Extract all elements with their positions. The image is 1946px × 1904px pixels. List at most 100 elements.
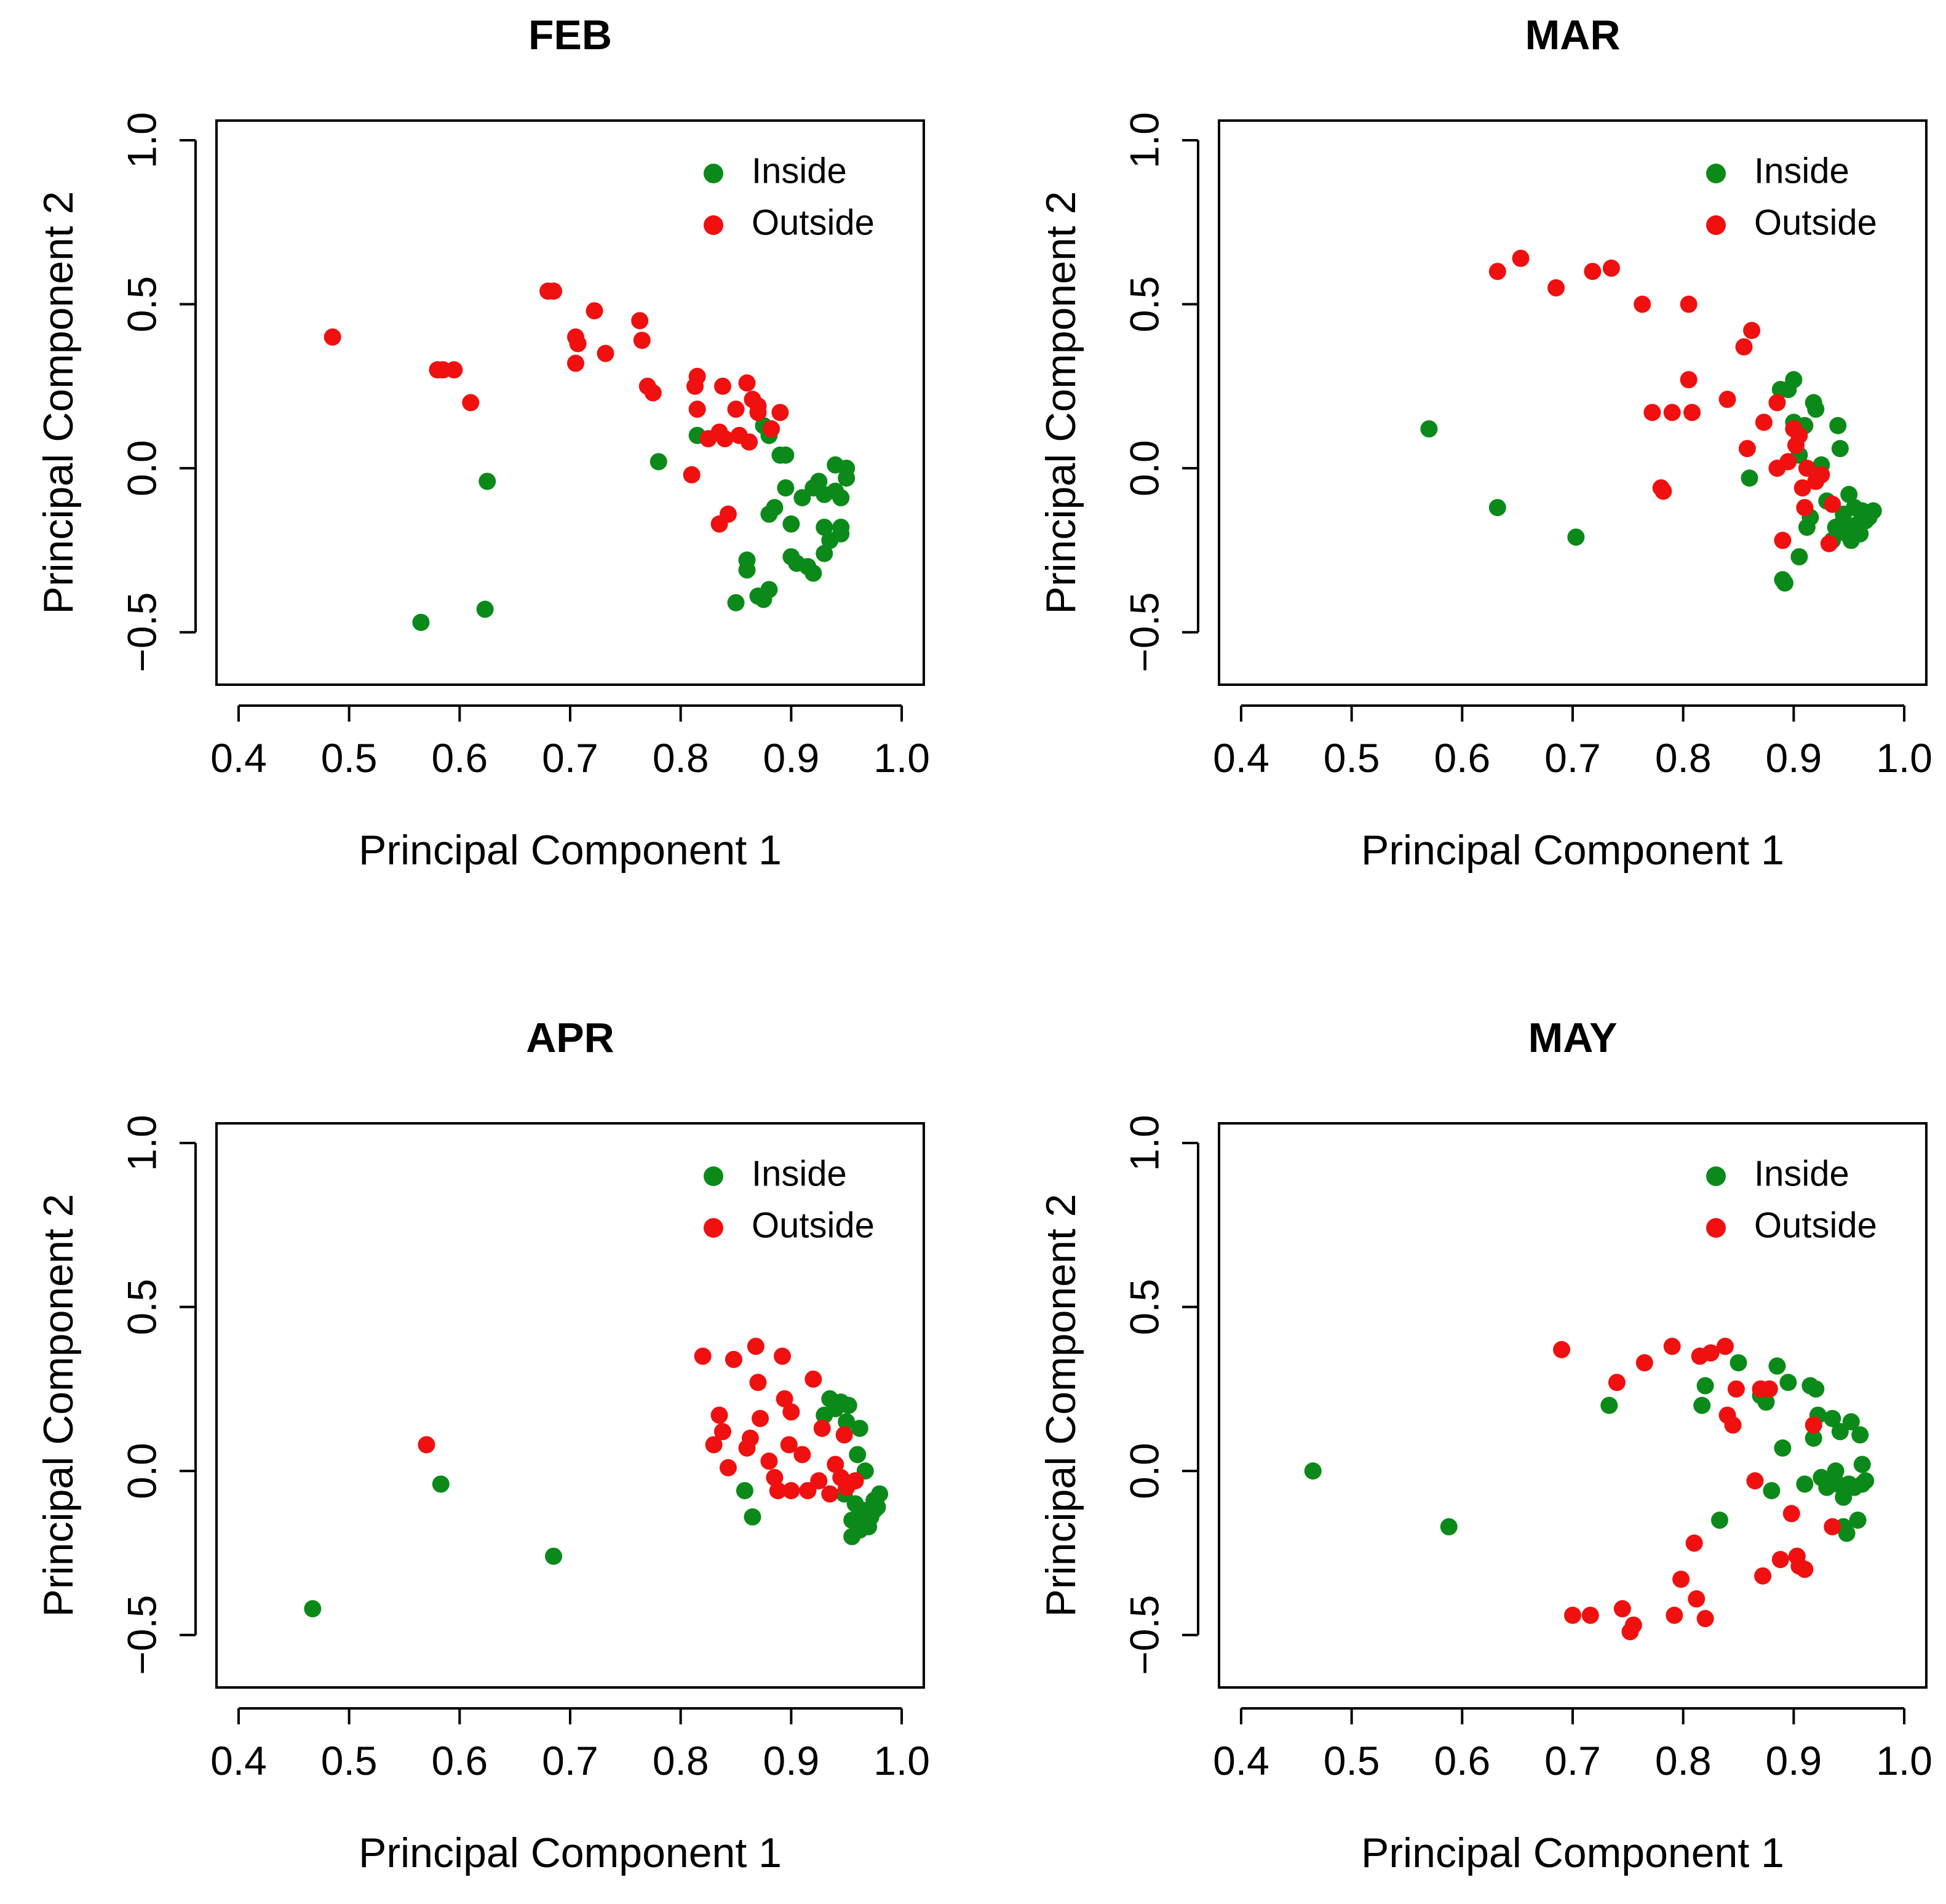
- data-point-outside: [1718, 391, 1736, 408]
- data-point-outside: [1683, 404, 1701, 421]
- data-point-outside: [741, 433, 758, 451]
- y-tick-label: 0.0: [1121, 440, 1167, 496]
- x-tick-label: 0.8: [653, 1738, 709, 1783]
- data-point-inside: [1440, 1518, 1458, 1536]
- data-point-inside: [1696, 1377, 1714, 1395]
- data-point-outside: [1654, 482, 1672, 500]
- panel-feb: FEB 0.4 0.5 0.6 0.7 0.8 0.9 1.0 Principal Compon…: [35, 12, 930, 874]
- legend-label-outside: Outside: [752, 1205, 875, 1245]
- data-point-inside: [1840, 485, 1858, 503]
- data-point-outside: [719, 505, 737, 523]
- data-point-outside: [782, 1403, 800, 1421]
- data-point-inside: [412, 613, 430, 631]
- data-point-inside: [1857, 1472, 1875, 1490]
- data-point-outside: [763, 420, 780, 438]
- y-tick-label: 0.0: [119, 440, 164, 496]
- plot-frame: [1218, 1122, 1928, 1689]
- data-point-outside: [1680, 371, 1698, 389]
- data-point-outside: [710, 1406, 728, 1424]
- data-point-outside: [760, 1452, 778, 1470]
- data-point-outside: [752, 1409, 769, 1427]
- data-point-outside: [1774, 532, 1792, 549]
- x-tick-label: 0.5: [321, 735, 378, 781]
- y-axis-title: Principal Component 2: [1038, 191, 1084, 615]
- data-point-outside: [569, 335, 587, 353]
- y-tick-label: 0.5: [1121, 276, 1167, 333]
- data-point-outside: [1672, 1571, 1690, 1588]
- panel-title: FEB: [528, 12, 612, 58]
- legend-marker-inside: [704, 1166, 723, 1186]
- x-tick-label: 0.5: [321, 1738, 378, 1783]
- data-point-inside: [871, 1485, 889, 1503]
- data-point-inside: [736, 1482, 753, 1500]
- y-tick-label: 1.0: [1121, 1115, 1167, 1171]
- data-point-inside: [1851, 1426, 1869, 1444]
- data-point-inside: [816, 544, 833, 562]
- legend-label-inside: Inside: [1754, 1153, 1849, 1193]
- data-point-inside: [1763, 1482, 1781, 1500]
- data-point-inside: [1842, 1413, 1860, 1431]
- y-tick-label: −0.5: [1121, 1595, 1167, 1675]
- data-point-outside: [1602, 259, 1620, 277]
- data-point-outside: [688, 400, 706, 418]
- x-tick-label: 0.5: [1324, 735, 1380, 781]
- x-tick-label: 0.4: [1213, 1738, 1269, 1783]
- panel-title: MAR: [1525, 12, 1621, 58]
- data-point-outside: [597, 345, 614, 362]
- data-point-outside: [749, 397, 767, 415]
- data-point-outside: [1696, 1610, 1714, 1628]
- data-point-outside: [1716, 1337, 1734, 1355]
- data-point-outside: [1805, 1416, 1822, 1434]
- data-point-inside: [849, 1446, 867, 1464]
- legend-label-outside: Outside: [752, 202, 875, 242]
- data-point-outside: [694, 1347, 712, 1365]
- data-point-outside: [1663, 1337, 1681, 1355]
- x-tick-label: 0.8: [1655, 735, 1712, 781]
- data-point-inside: [479, 472, 496, 490]
- data-point-outside: [1768, 394, 1786, 412]
- panel-apr: APR 0.4 0.5 0.6 0.7 0.8 0.9 1.0 Principal Compon…: [35, 1014, 930, 1876]
- legend-marker-outside: [1706, 215, 1726, 235]
- data-point-inside: [1779, 1374, 1797, 1392]
- x-tick-label: 0.9: [1766, 735, 1822, 781]
- data-point-outside: [1790, 426, 1808, 444]
- data-point-outside: [1488, 263, 1506, 281]
- data-point-outside: [1727, 1380, 1745, 1398]
- data-point-outside: [747, 1337, 764, 1355]
- data-point-outside: [1771, 1551, 1789, 1569]
- legend: Inside Outside: [704, 1153, 875, 1245]
- x-axis-title: Principal Component 1: [1361, 827, 1784, 874]
- data-point-outside: [705, 1436, 723, 1454]
- data-point-inside: [1807, 400, 1825, 418]
- data-point-outside: [738, 374, 756, 392]
- x-tick-label: 0.9: [1766, 1738, 1822, 1783]
- data-point-outside: [631, 312, 649, 330]
- x-tick-label: 0.4: [210, 1738, 267, 1783]
- data-point-inside: [793, 489, 811, 507]
- x-tick-label: 0.8: [1655, 1738, 1712, 1783]
- data-point-outside: [566, 354, 584, 372]
- data-point-outside: [1820, 535, 1838, 552]
- legend-label-outside: Outside: [1754, 202, 1877, 242]
- data-point-outside: [1796, 499, 1814, 517]
- data-point-outside: [1680, 295, 1698, 313]
- data-point-inside: [1488, 499, 1506, 517]
- data-point-inside: [476, 600, 494, 618]
- data-point-outside: [793, 1446, 811, 1464]
- data-point-inside: [1835, 1488, 1853, 1506]
- x-tick-label: 0.7: [1544, 1738, 1601, 1783]
- plot-frame: [1218, 119, 1928, 686]
- legend-label-inside: Inside: [752, 151, 847, 191]
- data-point-inside: [782, 515, 800, 533]
- data-point-outside: [633, 332, 651, 349]
- y-tick-label: 0.0: [119, 1443, 164, 1499]
- panel-title: MAY: [1528, 1014, 1618, 1061]
- data-point-outside: [445, 361, 463, 379]
- y-tick-label: −0.5: [119, 1595, 164, 1675]
- plot-frame: [215, 1122, 925, 1689]
- data-point-outside: [1547, 279, 1565, 297]
- x-axis-title: Principal Component 1: [1361, 1830, 1784, 1876]
- data-point-inside: [1829, 416, 1847, 434]
- data-point-inside: [1757, 1393, 1775, 1411]
